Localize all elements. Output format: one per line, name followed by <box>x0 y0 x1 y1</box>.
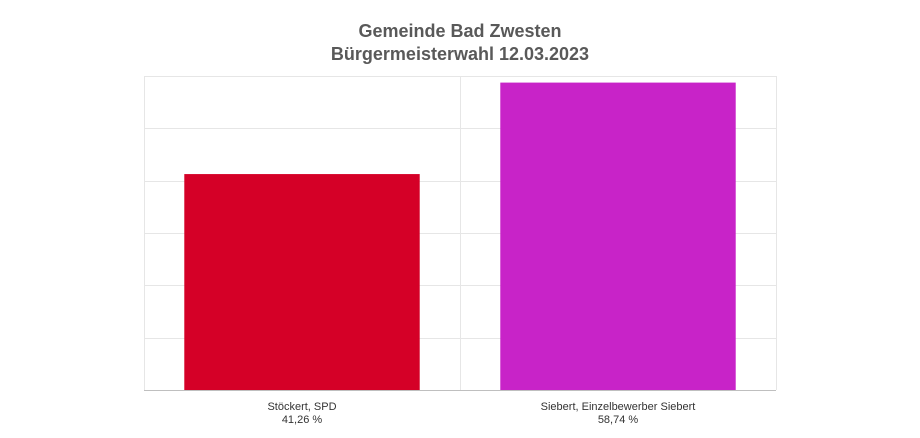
value-label: 41,26 % <box>282 414 323 426</box>
category-label: Siebert, Einzelbewerber Siebert <box>541 401 696 413</box>
chart-title: Gemeinde Bad Zwesten <box>358 21 562 41</box>
category-label: Stöckert, SPD <box>267 401 336 413</box>
bar[interactable] <box>184 174 420 390</box>
bars <box>184 82 736 391</box>
bar[interactable] <box>500 82 736 391</box>
chart-subtitle: Bürgermeisterwahl 12.03.2023 <box>330 44 590 64</box>
value-label: 58,74 % <box>598 414 639 426</box>
